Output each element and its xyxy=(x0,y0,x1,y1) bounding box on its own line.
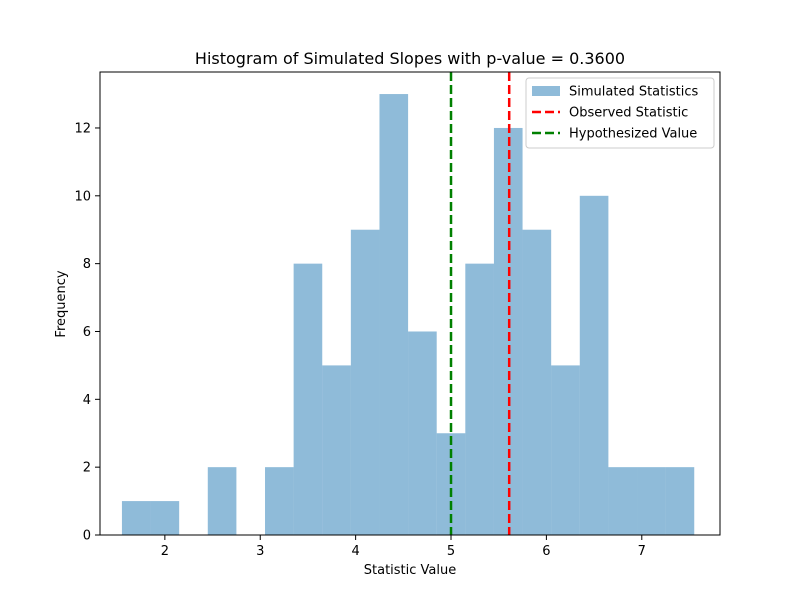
histogram-bar xyxy=(293,263,323,535)
chart-title: Histogram of Simulated Slopes with p-val… xyxy=(195,49,625,68)
histogram-bar xyxy=(150,501,180,535)
x-tick-label: 5 xyxy=(447,544,455,559)
histogram-bar xyxy=(637,467,666,535)
axes: 2 3 4 5 6 7 0 2 4 6 8 10 12 xyxy=(74,71,721,559)
y-tick-label: 0 xyxy=(83,529,91,544)
y-axis-label: Frequency xyxy=(54,270,69,337)
x-tick-label: 7 xyxy=(638,544,646,559)
x-tick-label: 2 xyxy=(161,544,169,559)
histogram-bar xyxy=(408,331,437,535)
histogram-bar xyxy=(608,467,638,535)
x-tick-label: 3 xyxy=(256,544,264,559)
legend-box xyxy=(525,77,715,149)
y-tick-label: 4 xyxy=(83,393,91,408)
legend-label: Observed Statistic xyxy=(569,106,688,121)
histogram-bars xyxy=(121,94,695,536)
histogram-bar xyxy=(121,501,151,535)
histogram-bar xyxy=(379,94,409,536)
histogram-bar xyxy=(465,263,494,535)
legend-label: Hypothesized Value xyxy=(569,127,697,142)
x-tick-label: 6 xyxy=(542,544,550,559)
histogram-bar xyxy=(207,467,237,535)
histogram-bar xyxy=(665,467,695,535)
legend-swatch-simulated-statistics xyxy=(532,86,560,96)
y-tick-label: 8 xyxy=(83,257,91,272)
histogram-bar xyxy=(350,229,380,535)
histogram-bar xyxy=(579,195,609,536)
reference-lines xyxy=(449,72,511,535)
histogram-bar xyxy=(265,467,294,535)
histogram-bar xyxy=(551,365,580,535)
y-tick-label: 10 xyxy=(74,189,91,204)
plot-frame xyxy=(99,71,721,536)
x-tick-label: 4 xyxy=(351,544,359,559)
y-tick-label: 12 xyxy=(74,121,91,136)
legend: Simulated Statistics Observed Statistic Hy… xyxy=(525,77,715,149)
x-axis-label: Statistic Value xyxy=(364,563,457,578)
histogram-bar xyxy=(322,365,351,535)
y-tick-label: 6 xyxy=(83,325,91,340)
legend-label: Simulated Statistics xyxy=(569,85,698,100)
y-tick-label: 2 xyxy=(83,461,91,476)
histogram-bar xyxy=(522,229,552,535)
